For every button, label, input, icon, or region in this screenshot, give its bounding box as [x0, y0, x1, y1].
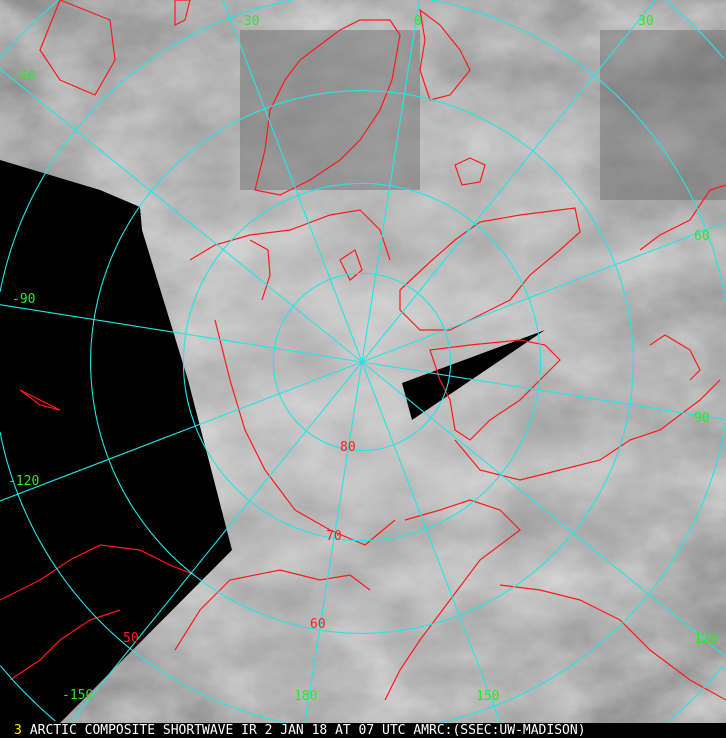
coastline-labrador: [639, 184, 726, 251]
longitude-label: 30: [638, 14, 654, 29]
coastline-novaya-zemlya: [249, 239, 271, 301]
latitude-circle-80: [272, 272, 452, 452]
coastline-svalbard: [339, 249, 363, 281]
meridian-line: [361, 221, 726, 363]
longitude-label: 60: [694, 229, 710, 244]
longitude-label: -90: [12, 292, 35, 307]
longitude-label: 180: [294, 689, 317, 704]
meridian-line: [69, 361, 363, 723]
coastline-canada-islands: [429, 339, 561, 441]
longitude-label: 120: [694, 632, 717, 647]
meridian-line: [361, 0, 656, 363]
coastline-scandinavia: [254, 19, 401, 196]
longitude-label: -150: [62, 688, 93, 703]
meridian-line: [361, 0, 420, 363]
coastline-asia-west: [0, 544, 196, 601]
coastline-canada-mainland: [454, 379, 721, 481]
meridian-line: [361, 361, 726, 658]
latitude-circle-70: [182, 182, 542, 542]
longitude-label: -60: [12, 69, 35, 84]
coastline-lake: [19, 389, 61, 411]
graticule: [0, 0, 726, 723]
coastline-greenland: [399, 207, 581, 331]
coastline-hudson: [649, 334, 701, 381]
longitude-label: 90: [694, 411, 710, 426]
meridian-line: [304, 361, 363, 723]
coastline-japan: [9, 609, 121, 681]
longitude-label: 0: [414, 14, 422, 29]
longitude-label: 150: [476, 689, 499, 704]
latitude-circle-50: [0, 0, 726, 723]
meridian-line: [361, 361, 502, 723]
coastlines: [0, 0, 726, 701]
coastline-ireland: [174, 0, 191, 26]
coastline-alaska: [384, 499, 521, 701]
dark-ocean-patch: [600, 30, 726, 200]
meridian-line: [0, 361, 363, 502]
latitude-label: 50: [123, 631, 139, 646]
latitude-circle-60: [90, 90, 634, 634]
coastline-europe-nw: [39, 0, 116, 96]
channel-number: 3: [14, 723, 22, 738]
caption-text: ARCTIC COMPOSITE SHORTWAVE IR 2 JAN 18 A…: [29, 723, 586, 738]
coastline-siberia-east: [189, 209, 391, 261]
coastline-kamchatka: [174, 569, 371, 651]
latitude-label: 80: [340, 440, 356, 455]
latitude-label: 70: [326, 529, 342, 544]
longitude-label: -120: [8, 474, 39, 489]
coastline-uk: [419, 8, 471, 101]
meridian-line: [222, 0, 363, 363]
meridian-line: [361, 361, 726, 421]
coastline-siberia: [214, 319, 396, 546]
meridian-line: [0, 304, 363, 363]
no-data-wedge: [402, 330, 545, 420]
latitude-circle-40: [0, 0, 725, 722]
no-data-region: [0, 160, 232, 723]
coastline-iceland: [454, 157, 486, 186]
map-canvas: -30 0 30 -60 60 -90 90 -120 120 -150 180 150 80 70 60 5…: [0, 0, 726, 723]
image-caption: 3 ARCTIC COMPOSITE SHORTWAVE IR 2 JAN 18 …: [0, 723, 726, 738]
coastline-canada-west: [499, 584, 726, 701]
longitude-label: -30: [236, 14, 259, 29]
latitude-label: 60: [310, 617, 326, 632]
graticule-labels: -30 0 30 -60 60 -90 90 -120 120 -150 180 150 80 70 60 5…: [8, 14, 717, 704]
meridian-line: [0, 68, 363, 363]
